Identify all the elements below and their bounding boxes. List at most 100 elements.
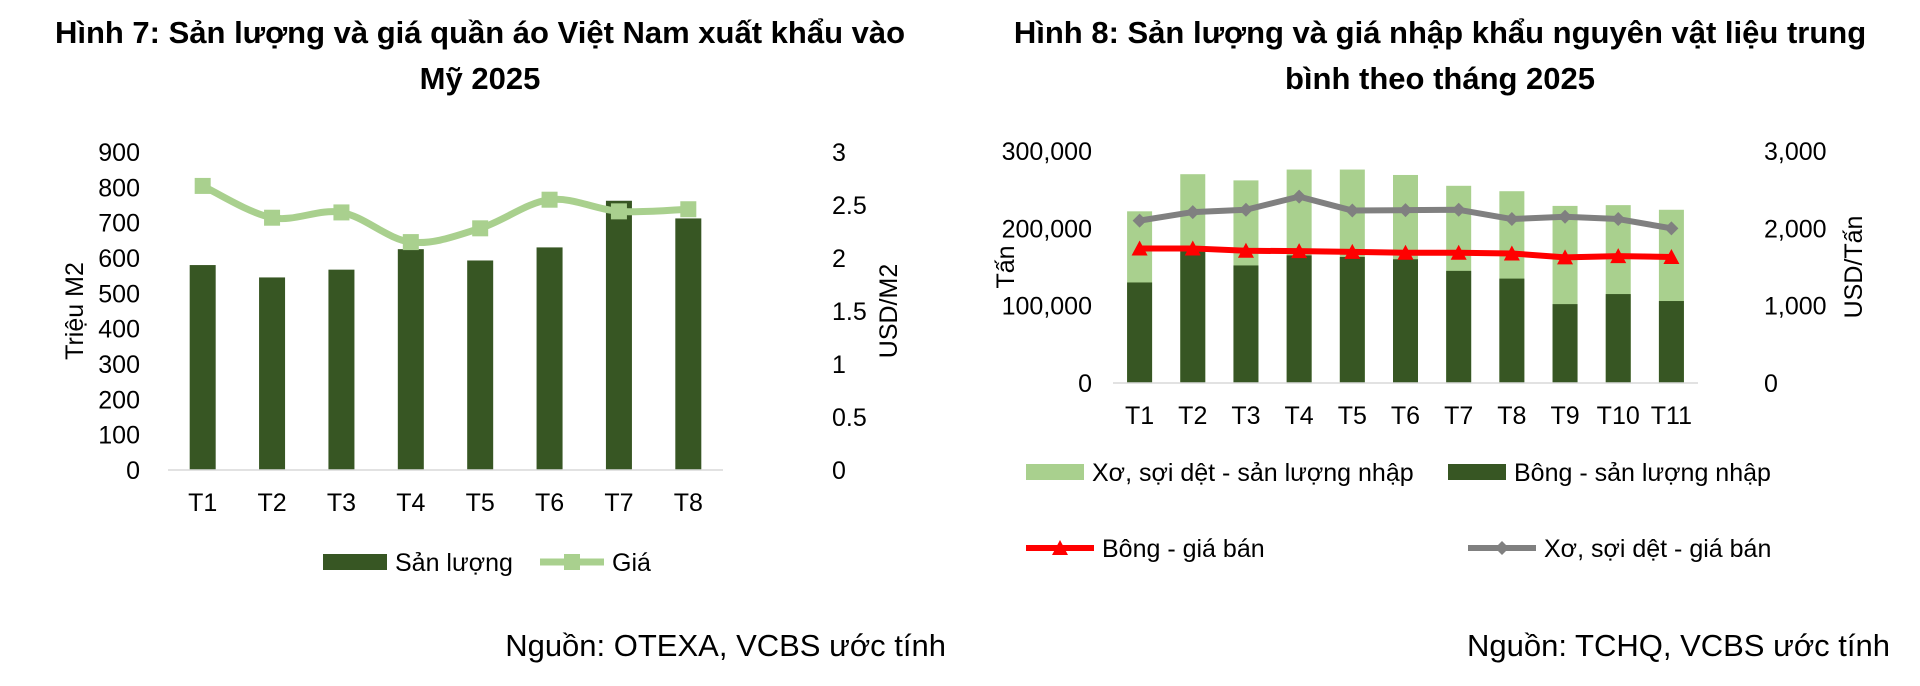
- legend-marker: [1052, 540, 1068, 555]
- chart-fig8-svg: 0 100,000 200,000 300,000 0 1,000 2,000 3,000 Tấ…: [992, 138, 1868, 563]
- x-tick-label: T11: [1651, 402, 1692, 430]
- data-point: [1131, 240, 1148, 256]
- data-point: [1397, 244, 1414, 260]
- bar: [1658, 301, 1684, 383]
- x-tick-label: T10: [1597, 402, 1640, 430]
- bar: [1393, 259, 1418, 383]
- data-point: [541, 191, 558, 208]
- chart-title: Hình 7: Sản lượng và giá quần áo Việt Na…: [54, 15, 906, 96]
- y2-tick-label: 0: [1764, 370, 1778, 398]
- x-tick-label: T2: [257, 489, 286, 517]
- y-tick-label: 200,000: [1002, 215, 1092, 243]
- bar: [1286, 255, 1312, 383]
- bar: [1605, 294, 1631, 383]
- data-point: [1663, 248, 1680, 264]
- data-point: [1345, 203, 1360, 218]
- legend-label: Giá: [612, 549, 651, 577]
- y-tick-label: 600: [98, 245, 140, 273]
- data-point: [1184, 240, 1201, 256]
- data-point: [333, 204, 350, 221]
- data-point: [1238, 202, 1253, 217]
- y-tick-label: 700: [98, 210, 140, 238]
- x-tick-label: T8: [674, 489, 703, 517]
- y2-tick-label: 2,000: [1764, 215, 1827, 243]
- bar: [1446, 270, 1472, 383]
- legend-label: Xơ, sợi dệt - sản lượng nhập: [1092, 459, 1414, 487]
- y-axis-title: Tấn: [992, 245, 1020, 288]
- data-point: [1344, 243, 1361, 259]
- y-tick-label: 300: [98, 351, 140, 379]
- y-axis-title: Triệu M2: [61, 262, 89, 360]
- data-point: [1292, 189, 1307, 204]
- y2-tick-label: 0.5: [832, 404, 867, 432]
- data-point: [1557, 249, 1574, 265]
- bar: [189, 265, 216, 470]
- y-tick-label: 900: [98, 139, 140, 167]
- y-tick-label: 0: [126, 457, 140, 485]
- data-point: [1610, 248, 1627, 264]
- y-tick-label: 200: [98, 386, 140, 414]
- y2-tick-label: 3: [832, 139, 846, 167]
- data-point: [1132, 213, 1147, 228]
- data-point: [1291, 243, 1308, 259]
- data-point: [1611, 212, 1626, 227]
- x-tick-label: T3: [327, 489, 356, 517]
- chart-source: Nguồn: OTEXA, VCBS ước tính: [505, 628, 946, 663]
- data-point: [264, 209, 281, 226]
- x-tick-label: T6: [535, 489, 564, 517]
- x-tick-label: T5: [466, 489, 495, 517]
- x-tick-label: T6: [1391, 402, 1420, 430]
- bar: [605, 200, 632, 470]
- bar: [1180, 251, 1206, 383]
- legend-label: Sản lượng: [395, 549, 513, 577]
- legend-marker: [1495, 541, 1509, 555]
- chart-fig7-svg: 0 100 200 300 400 500 600 700 800 900 0 0.5 1 1.5 2 2.5…: [61, 139, 903, 577]
- data-point: [1503, 245, 1520, 261]
- chart-source: Nguồn: TCHQ, VCBS ước tính: [1467, 628, 1890, 663]
- legend-label: Xơ, sợi dệt - giá bán: [1544, 535, 1771, 563]
- y-tick-label: 500: [98, 280, 140, 308]
- bar: [675, 218, 702, 470]
- chart-panel-fig7: Hình 7: Sản lượng và giá quần áo Việt Na…: [54, 15, 946, 663]
- x-tick-label: T4: [1285, 402, 1314, 430]
- legend-label: Bông - sản lượng nhập: [1514, 459, 1771, 487]
- data-point: [610, 203, 627, 220]
- y2-tick-label: 0: [832, 457, 846, 485]
- x-tick-label: T7: [604, 489, 633, 517]
- y2-tick-label: 1: [832, 351, 846, 379]
- y2-tick-label: 1.5: [832, 298, 867, 326]
- y2-tick-label: 3,000: [1764, 138, 1827, 166]
- chart-title: Hình 8: Sản lượng và giá nhập khẩu nguyê…: [1013, 15, 1867, 96]
- bar: [467, 260, 494, 470]
- x-tick-label: T1: [188, 489, 217, 517]
- legend-marker: [564, 554, 580, 570]
- y-tick-label: 100,000: [1002, 293, 1092, 321]
- y-tick-label: 300,000: [1002, 138, 1092, 166]
- legend-label: Bông - giá bán: [1102, 535, 1265, 563]
- bar: [397, 249, 424, 470]
- y2-tick-label: 2.5: [832, 192, 867, 220]
- y-tick-label: 400: [98, 316, 140, 344]
- x-tick-label: T2: [1178, 402, 1207, 430]
- y2-tick-label: 1,000: [1764, 293, 1827, 321]
- data-point: [472, 220, 489, 237]
- bar: [1552, 304, 1578, 383]
- bar: [1233, 265, 1259, 383]
- x-tick-label: T1: [1125, 402, 1154, 430]
- y2-axis-title: USD/M2: [875, 264, 903, 358]
- x-tick-label: T4: [396, 489, 425, 517]
- y-tick-label: 100: [98, 422, 140, 450]
- x-tick-label: T3: [1231, 402, 1260, 430]
- x-tick-label: T7: [1444, 402, 1473, 430]
- y2-tick-label: 2: [832, 245, 846, 273]
- bar: [536, 247, 563, 470]
- legend-swatch: [323, 554, 387, 570]
- bar: [1339, 256, 1365, 383]
- chart-panel-fig8: Hình 8: Sản lượng và giá nhập khẩu nguyê…: [960, 0, 1920, 686]
- data-point: [1450, 244, 1467, 260]
- data-point: [1237, 242, 1254, 258]
- x-tick-label: T9: [1550, 402, 1579, 430]
- data-point: [680, 201, 697, 218]
- bar: [1127, 282, 1153, 383]
- x-tick-label: T8: [1497, 402, 1526, 430]
